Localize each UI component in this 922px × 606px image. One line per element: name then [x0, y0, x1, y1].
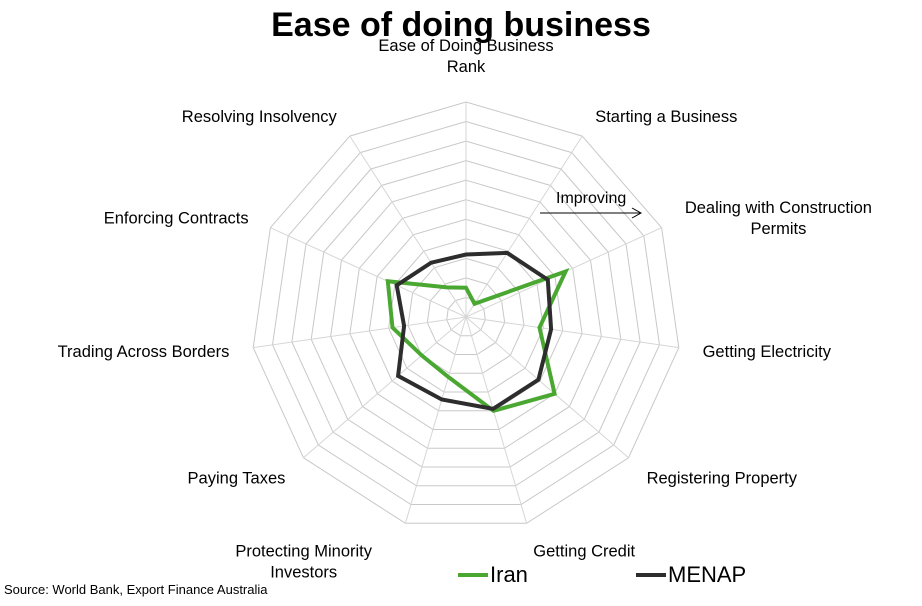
series-line-menap [394, 250, 554, 412]
grid-ring [310, 160, 622, 468]
axis-label: Registering Property [647, 470, 798, 488]
grid-spoke [404, 316, 467, 524]
grid-ring [349, 199, 583, 430]
series-layer [385, 250, 570, 413]
grid-spoke [465, 135, 583, 318]
axis-label: Getting Credit [533, 542, 635, 560]
axis-labels: Ease of Doing Business Rank Starting a Bus… [58, 37, 872, 581]
legend-swatch-iran [458, 573, 488, 577]
axis-label: Getting Electricity [703, 343, 832, 361]
grid-spoke [465, 316, 528, 524]
grid-spoke [349, 135, 467, 318]
grid-ring [330, 179, 602, 449]
legend-label-menap: MENAP [668, 562, 747, 587]
axis-label: Resolving Insolvency [182, 108, 338, 126]
grid-ring [291, 140, 641, 487]
grid-spoke [303, 316, 467, 459]
grid-spoke [465, 316, 629, 459]
chart-title: Ease of doing business [271, 6, 651, 44]
axis-label: Dealing with Construction Permits [685, 199, 872, 238]
grid-spokes [253, 102, 679, 524]
legend-swatch-menap [636, 573, 666, 577]
grid-spoke [270, 227, 467, 318]
grid-spoke [253, 316, 467, 349]
grid-ring [368, 218, 564, 412]
axis-label: Ease of Doing Business Rank [378, 37, 553, 76]
axis-label: Starting a Business [595, 108, 737, 126]
source-note: Source: World Bank, Export Finance Austr… [4, 582, 268, 597]
grid-spoke [465, 316, 679, 349]
grid-ring [446, 296, 486, 337]
grid-ring [426, 277, 506, 355]
axis-label: Protecting Minority Investors [235, 542, 372, 581]
legend-item-iran: Iran [458, 562, 528, 588]
axis-label: Trading Across Borders [58, 343, 230, 361]
improving-arrow-head [631, 207, 643, 219]
legend-label-iran: Iran [490, 562, 528, 587]
grid-ring [252, 101, 680, 524]
series-line-iran [385, 268, 570, 413]
legend-item-menap: MENAP [636, 562, 746, 588]
axis-label: Enforcing Contracts [104, 210, 249, 228]
improving-annotation: Improving [540, 190, 643, 219]
improving-label: Improving [556, 190, 626, 207]
grid-ring [271, 120, 661, 505]
axis-label: Paying Taxes [188, 470, 286, 488]
